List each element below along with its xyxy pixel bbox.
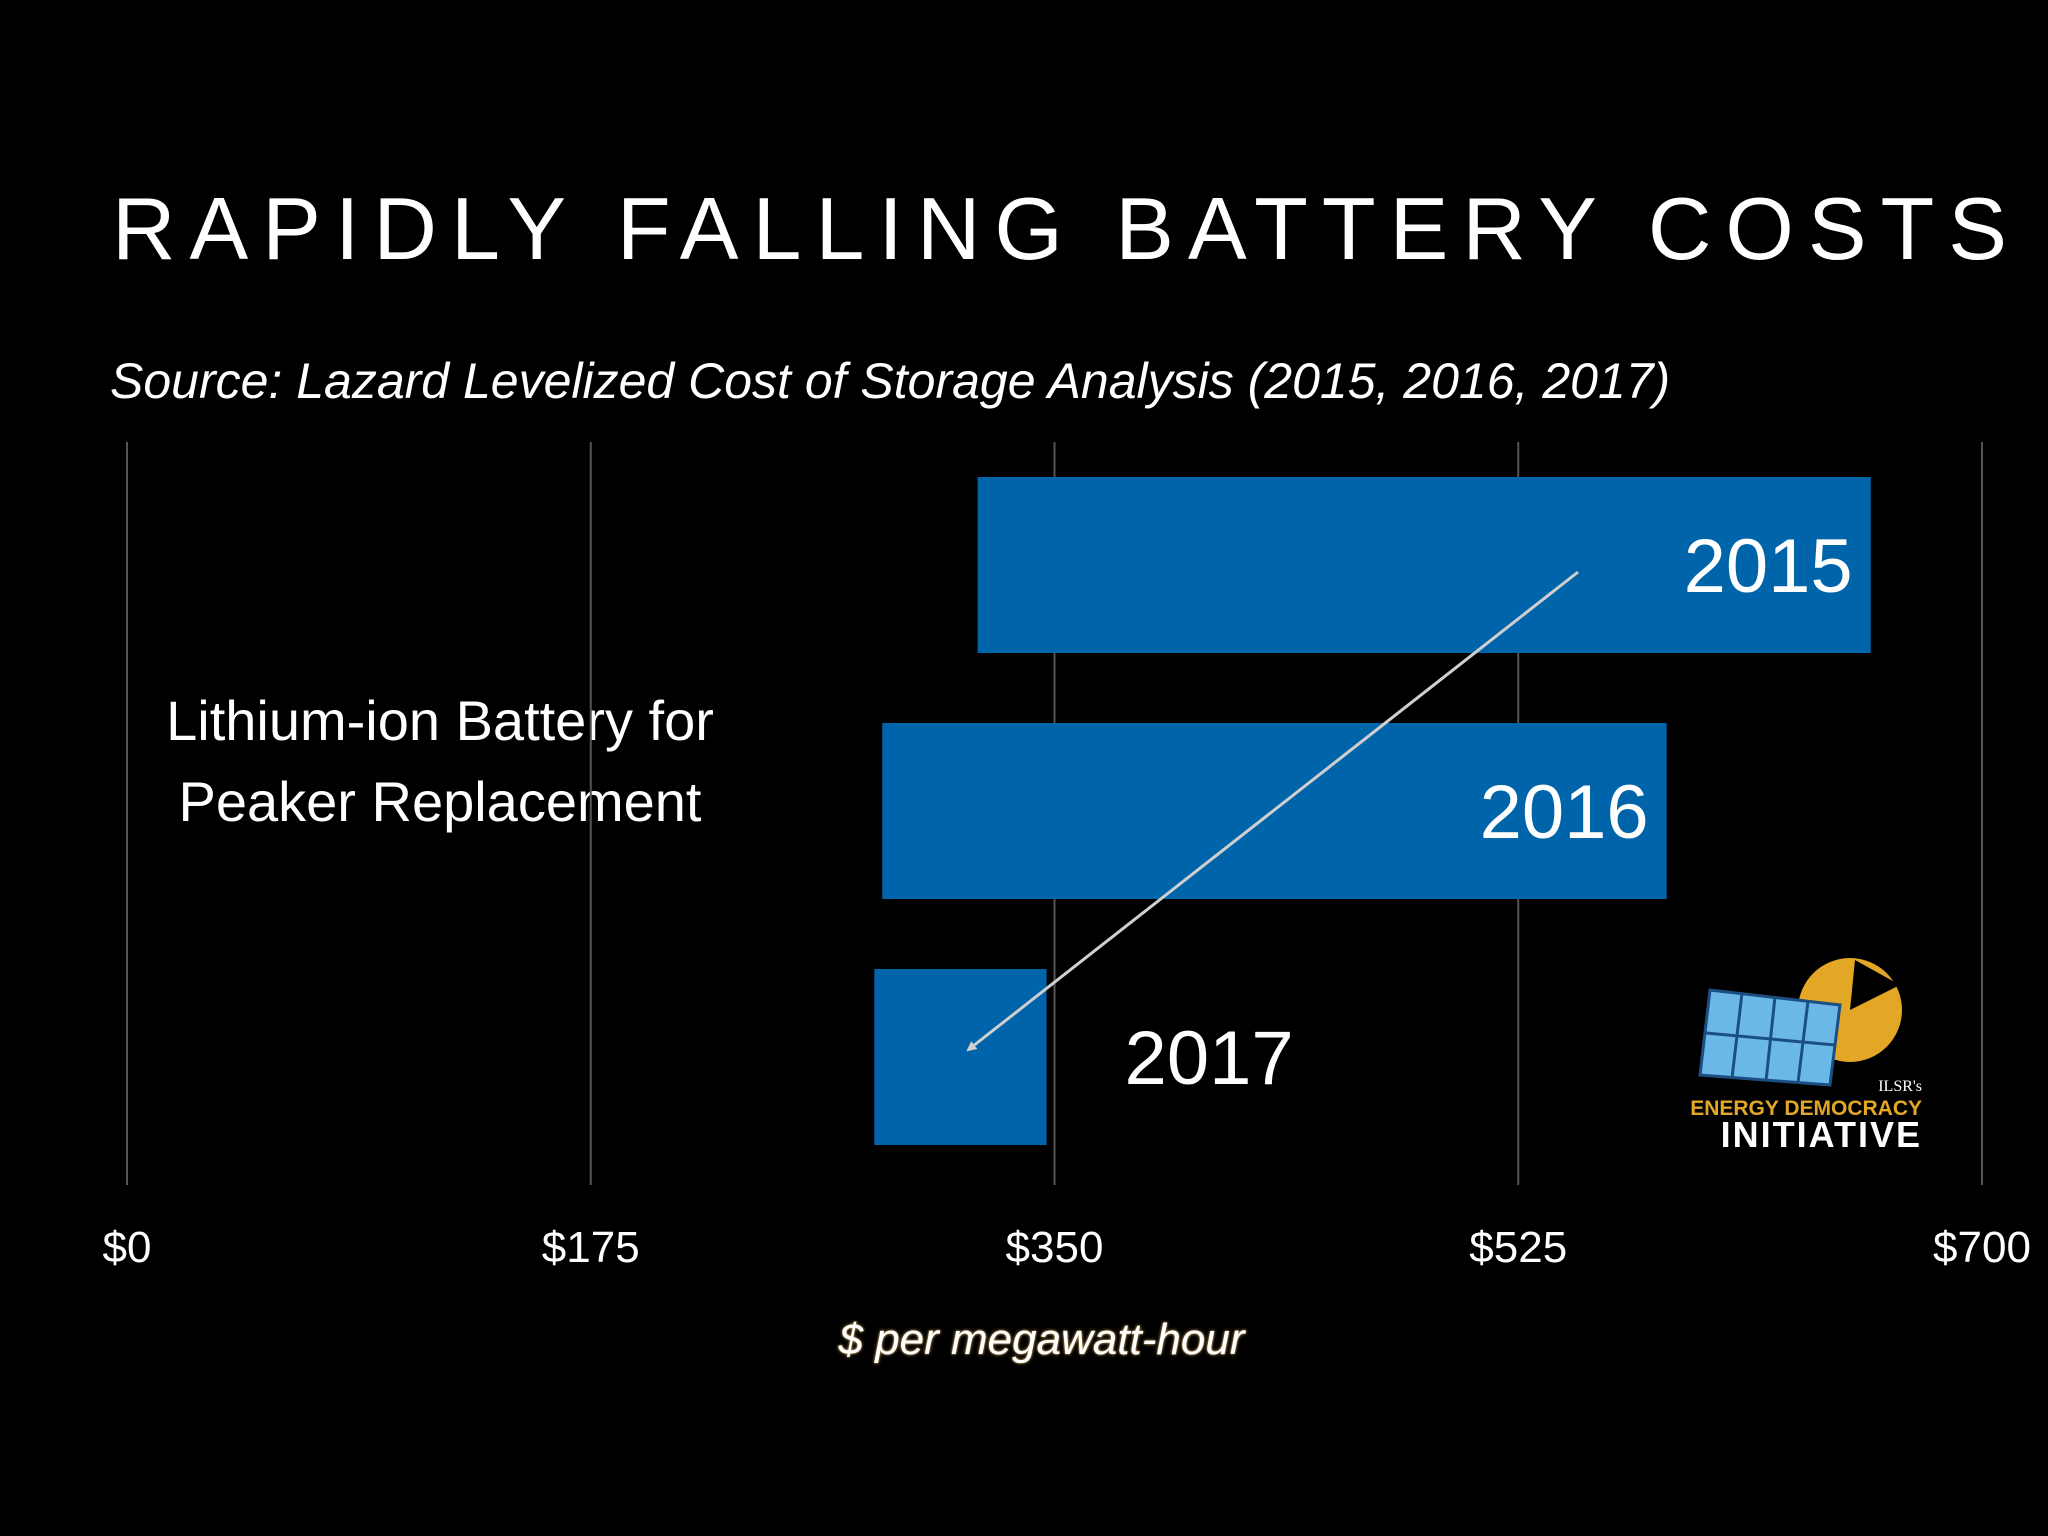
bar-label-2017: 2017 bbox=[1125, 1016, 1294, 1101]
logo-graphic: ILSR's ENERGY DEMOCRACY INITIATIVE bbox=[1690, 958, 1922, 1155]
logo-org-text: ILSR's bbox=[1878, 1078, 1922, 1095]
bar-2017 bbox=[874, 969, 1047, 1145]
x-tick-label: $525 bbox=[1469, 1223, 1567, 1272]
logo-line-3: INITIATIVE bbox=[1721, 1114, 1922, 1155]
bar-label-2016: 2016 bbox=[1480, 770, 1649, 855]
logo-line-2: ENERGY DEMOCRACY bbox=[1690, 1097, 1922, 1120]
x-tick-label: $0 bbox=[103, 1223, 152, 1272]
x-tick-label: $350 bbox=[1006, 1223, 1104, 1272]
chart-subtitle: Source: Lazard Levelized Cost of Storage… bbox=[110, 353, 1671, 409]
x-tick-label: $700 bbox=[1933, 1223, 2031, 1272]
bar-2015 bbox=[977, 477, 1871, 653]
energy-democracy-logo: ILSR's ENERGY DEMOCRACY INITIATIVE bbox=[1680, 955, 1930, 1155]
x-axis-label: $ per megawatt-hour bbox=[838, 1315, 1245, 1364]
x-tick-label: $175 bbox=[542, 1223, 640, 1272]
chart-title: RAPIDLY FALLING BATTERY COSTS bbox=[112, 179, 2022, 278]
category-label: Lithium-ion Battery for Peaker Replaceme… bbox=[166, 689, 714, 833]
bar-label-2015: 2015 bbox=[1684, 524, 1853, 609]
trend-arrow bbox=[966, 570, 1579, 1052]
x-axis-ticks: $0 $175 $350 $525 $700 bbox=[103, 1223, 2031, 1272]
